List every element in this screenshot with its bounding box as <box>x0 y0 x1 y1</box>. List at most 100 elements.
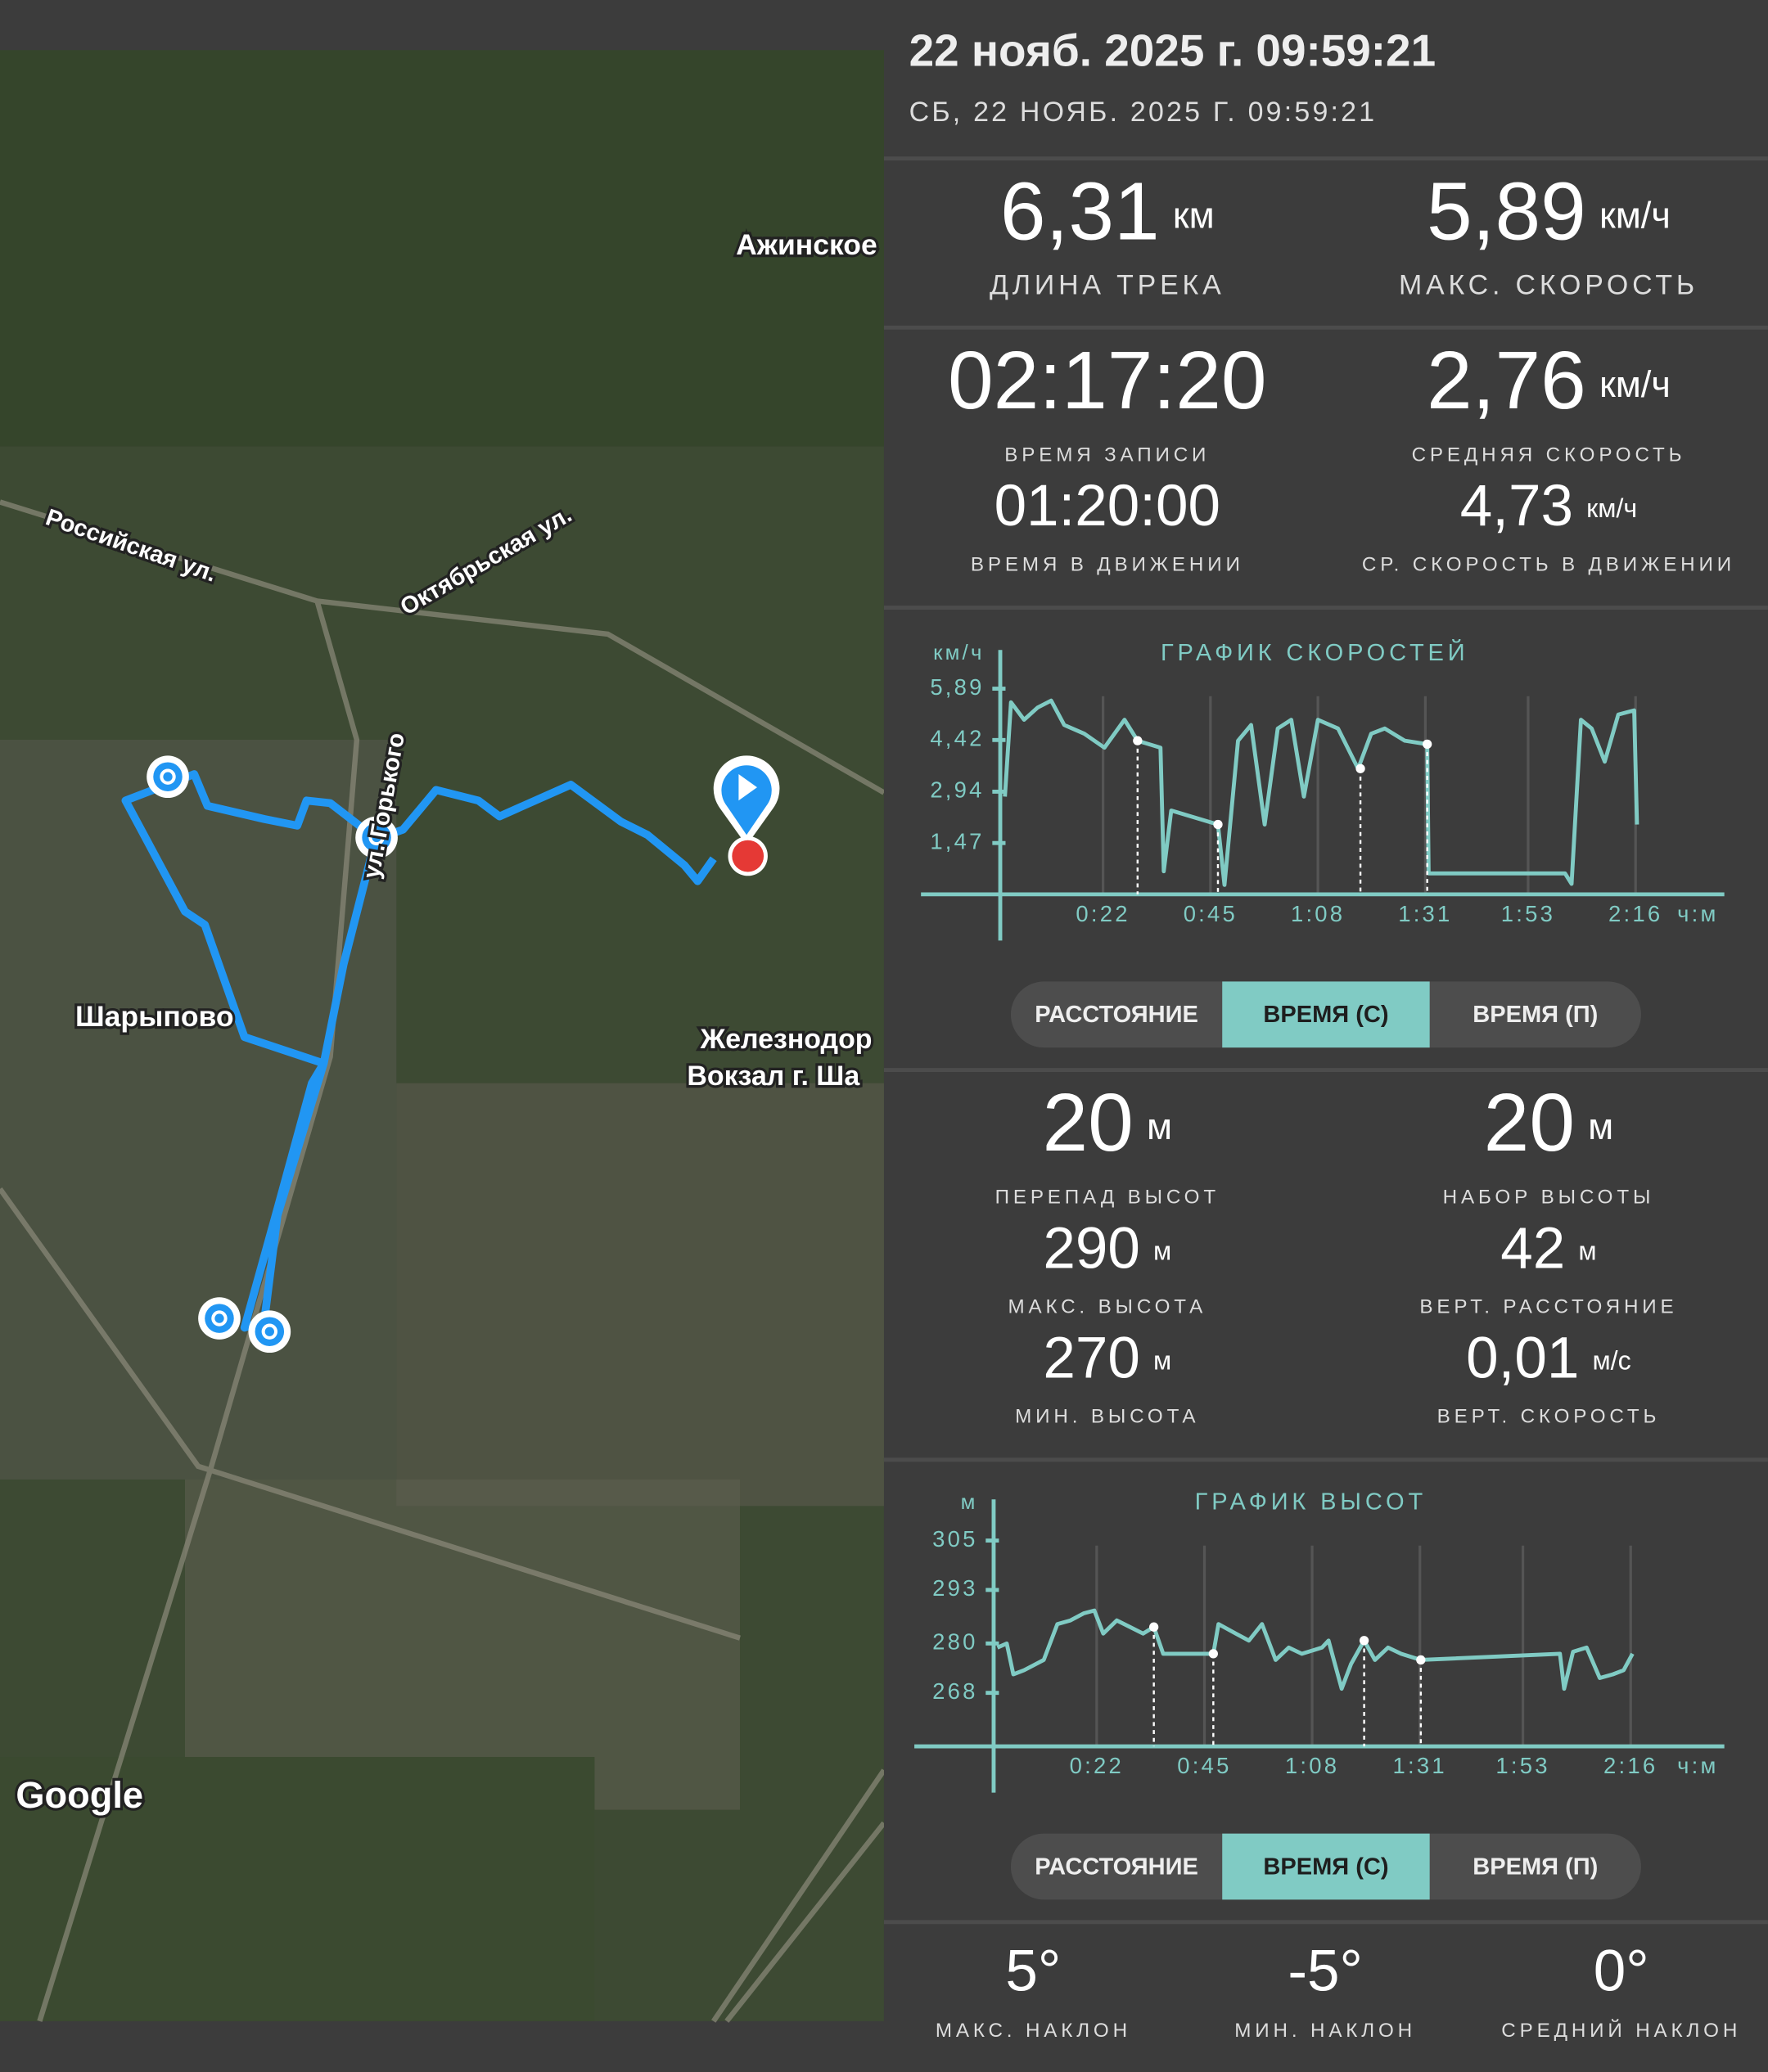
value: 5,89 <box>1427 166 1586 258</box>
unit: м <box>1147 1106 1172 1147</box>
unit: м <box>1153 1236 1171 1265</box>
stat-label: СРЕДНИЙ НАКЛОН <box>1501 2019 1741 2042</box>
marker <box>1133 736 1143 745</box>
value: 02:17:20 <box>948 335 1267 426</box>
unit: м <box>1578 1236 1596 1265</box>
y-tick-label: 280 <box>932 1629 977 1655</box>
value: -5° <box>1288 1939 1363 2003</box>
value: 6,31 <box>1000 166 1160 258</box>
unit: км/ч <box>1599 194 1671 236</box>
selected-bg <box>1222 981 1430 1048</box>
stat-value: -5° <box>1288 1939 1363 2003</box>
stat-label: ПЕРЕПАД ВЫСОТ <box>995 1187 1220 1209</box>
y-tick-label: 2,94 <box>930 777 984 803</box>
unit: км/ч <box>1586 493 1637 523</box>
x-tick-label: 1:53 <box>1495 1753 1549 1778</box>
map-logo: Google <box>16 1774 143 1816</box>
date-title: 22 нояб. 2025 г. 09:59:21 <box>909 25 1436 76</box>
stat-value: 20 м <box>1484 1078 1614 1169</box>
mode-button[interactable]: ВРЕМЯ (П) <box>1473 1854 1598 1880</box>
map-label: Шарыпово <box>75 1000 234 1033</box>
stat-label: ВЕРТ. РАССТОЯНИЕ <box>1419 1296 1677 1318</box>
marker <box>1149 1622 1159 1632</box>
mode-button[interactable]: ВРЕМЯ (П) <box>1473 1002 1598 1028</box>
mode-button[interactable]: ВРЕМЯ (С) <box>1222 981 1430 1048</box>
x-tick-label: 1:08 <box>1285 1753 1339 1778</box>
button-label: ВРЕМЯ (П) <box>1473 1854 1598 1880</box>
y-axis-label: м <box>961 1491 978 1514</box>
stat-value: 42 м <box>1500 1216 1596 1281</box>
stat-value: 5,89 км/ч <box>1427 166 1671 258</box>
mode-button[interactable]: РАССТОЯНИЕ <box>1035 1854 1198 1880</box>
x-tick-label: 2:16 <box>1608 901 1662 926</box>
y-axis-label: км/ч <box>933 642 985 664</box>
value: 0,01 <box>1466 1326 1579 1390</box>
mode-button[interactable]: РАССТОЯНИЕ <box>1035 1002 1198 1028</box>
y-tick-label: 1,47 <box>930 828 984 854</box>
button-label: ВРЕМЯ (П) <box>1473 1002 1598 1028</box>
map-area <box>0 740 397 1480</box>
mode-button[interactable]: ВРЕМЯ (С) <box>1222 1833 1430 1900</box>
waypoint[interactable] <box>147 755 189 799</box>
marker <box>1355 763 1365 773</box>
waypoint[interactable] <box>198 1297 241 1340</box>
value: 20 <box>1043 1078 1134 1169</box>
button-label: ВРЕМЯ (С) <box>1263 1002 1388 1028</box>
x-tick-label: 1:31 <box>1398 901 1452 926</box>
map-label: Железнодор <box>700 1024 873 1055</box>
value: 270 <box>1043 1326 1140 1390</box>
x-axis-label: ч:м <box>1677 1753 1718 1778</box>
unit: м <box>1588 1106 1613 1147</box>
stat-value: 2,76 км/ч <box>1427 335 1671 426</box>
map-area <box>185 1480 741 1810</box>
value: 20 <box>1484 1078 1575 1169</box>
map-label: Вокзал г. Ша <box>687 1061 860 1092</box>
stat-label: ДЛИНА ТРЕКА <box>990 269 1225 300</box>
stat-value: 290 м <box>1043 1216 1171 1281</box>
marker <box>1208 1649 1218 1659</box>
marker <box>1416 1655 1426 1665</box>
value: 2,76 <box>1427 335 1586 426</box>
value: 42 <box>1500 1216 1565 1281</box>
stat-value: 5° <box>1005 1939 1061 2003</box>
stat-value: 270 м <box>1043 1326 1171 1390</box>
stat-label: СРЕДНЯЯ СКОРОСТЬ <box>1412 444 1686 466</box>
chart-title: ГРАФИК СКОРОСТЕЙ <box>1161 638 1469 666</box>
data-line <box>1003 698 1639 887</box>
map-area <box>0 50 884 447</box>
start-pin[interactable] <box>713 755 780 876</box>
y-tick-label: 4,42 <box>930 726 984 751</box>
x-tick-label: 0:45 <box>1184 901 1238 926</box>
stat-value: 02:17:20 <box>948 335 1267 426</box>
marker <box>1213 819 1223 830</box>
marker <box>1423 739 1432 750</box>
value: 4,73 <box>1460 474 1573 538</box>
stat-value: 6,31 км <box>1000 166 1215 258</box>
x-tick-label: 1:31 <box>1393 1753 1447 1778</box>
stat-label: МИН. ВЫСОТА <box>1015 1406 1199 1428</box>
route <box>121 770 717 1332</box>
x-tick-label: 0:22 <box>1070 1753 1124 1778</box>
stat-label: МАКС. СКОРОСТЬ <box>1399 269 1698 300</box>
x-tick-label: 0:22 <box>1076 901 1130 926</box>
stat-label: СР. СКОРОСТЬ В ДВИЖЕНИИ <box>1362 553 1735 575</box>
stat-label: ВРЕМЯ В ДВИЖЕНИИ <box>971 553 1244 575</box>
marker <box>1359 1636 1369 1646</box>
button-label: ВРЕМЯ (С) <box>1263 1854 1388 1880</box>
waypoint[interactable] <box>355 816 398 859</box>
value: 01:20:00 <box>994 474 1220 538</box>
map[interactable]: Ажинское Российская ул. Октябрьская ул. … <box>0 0 884 2071</box>
y-tick-label: 268 <box>932 1678 977 1704</box>
value: 5° <box>1005 1939 1061 2003</box>
x-tick-label: 0:45 <box>1177 1753 1231 1778</box>
stat-value: 0,01 м/с <box>1466 1326 1631 1390</box>
stat-label: МИН. НАКЛОН <box>1234 2020 1416 2042</box>
stat-value: 0° <box>1594 1939 1649 2003</box>
map-area <box>0 1757 595 2021</box>
value: 0° <box>1594 1939 1649 2003</box>
waypoint[interactable] <box>248 1310 291 1354</box>
stat-label: НАБОР ВЫСОТЫ <box>1443 1187 1655 1209</box>
